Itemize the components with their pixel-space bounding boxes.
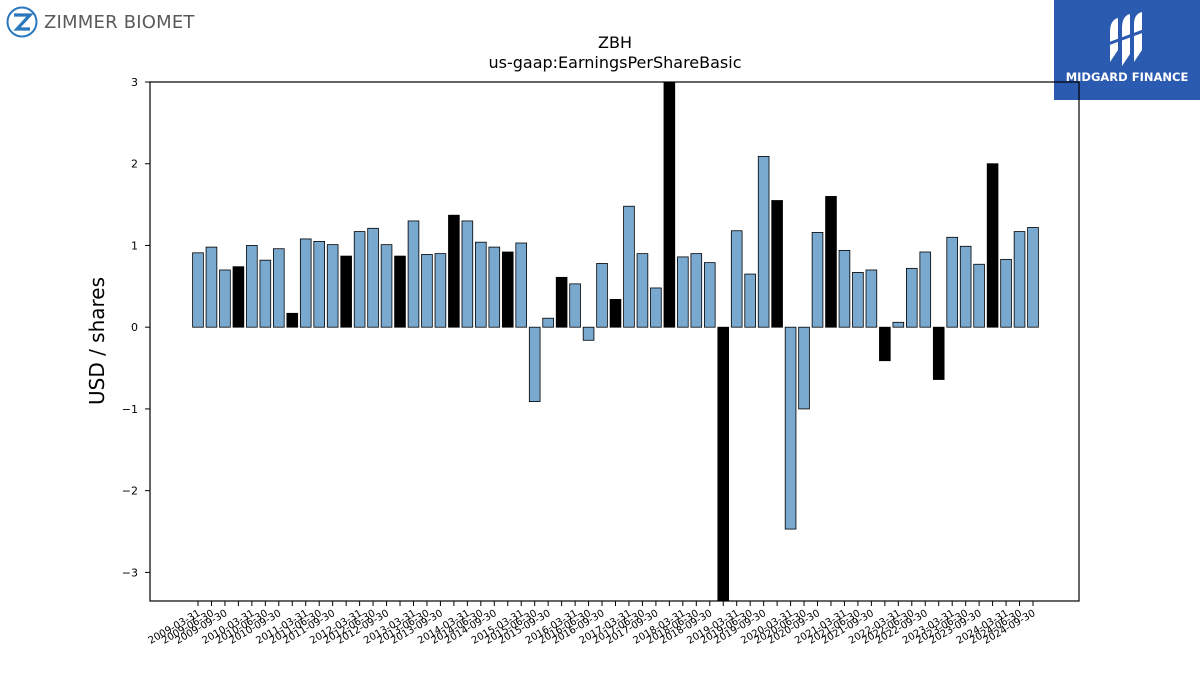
bar-2021-12-31: [879, 326, 891, 362]
zimmer-biomet-mark-icon: [6, 6, 38, 38]
y-tick-label: 2: [131, 158, 138, 171]
plot-frame: [149, 81, 1080, 602]
bar-2013-03-31: [407, 220, 420, 328]
bar-2022-12-31: [932, 326, 945, 380]
x-axis: 2009-03-312009-06-302009-09-302010-03-31…: [147, 601, 1038, 647]
y-tick-label: 1: [131, 239, 138, 252]
bars-group: [192, 81, 1039, 602]
zimmer-biomet-logo: ZIMMER BIOMET: [6, 6, 195, 38]
bar-2024-03-31: [1000, 258, 1012, 328]
y-tick-label: −2: [122, 485, 138, 498]
bar-2023-09-30: [973, 263, 985, 328]
bar-2010-06-30: [259, 259, 272, 328]
y-tick-label: 3: [131, 76, 138, 89]
bar-2019-06-30: [744, 273, 756, 328]
bar-2018-09-30: [703, 262, 716, 328]
bar-2020-06-30: [798, 326, 810, 410]
bar-2012-03-31: [353, 231, 366, 328]
bar-2013-12-31: [448, 214, 460, 328]
bar-2010-12-31: [286, 312, 299, 328]
zimmer-biomet-wordmark: ZIMMER BIOMET: [44, 11, 195, 33]
bar-2016-12-31: [609, 299, 622, 328]
bar-2020-03-31: [784, 326, 797, 530]
bar-2014-06-30: [475, 241, 487, 328]
bar-2018-12-31: [717, 326, 730, 602]
bar-2022-03-31: [892, 321, 905, 328]
bar-2020-12-31: [825, 196, 837, 328]
bar-2024-09-30: [1027, 227, 1039, 328]
bar-2009-09-30: [219, 269, 231, 328]
bar-2016-06-30: [582, 326, 595, 341]
chart-subtitle: us-gaap:EarningsPerShareBasic: [488, 53, 741, 72]
bar-2017-12-31: [663, 81, 676, 328]
bar-2013-06-30: [421, 254, 433, 328]
bar-2011-09-30: [326, 244, 339, 328]
midgard-finance-mark-icon: [1107, 12, 1147, 66]
bar-2011-12-31: [340, 255, 352, 328]
bar-2018-06-30: [690, 253, 703, 328]
y-axis-label: USD / shares: [85, 277, 109, 405]
bar-2011-03-31: [299, 238, 312, 328]
bar-2024-06-30: [1013, 231, 1026, 328]
bar-2012-06-30: [367, 227, 379, 328]
bar-2019-12-31: [771, 200, 783, 328]
bar-2009-12-31: [232, 266, 245, 328]
bar-2016-03-31: [569, 283, 581, 328]
y-tick-label: −1: [122, 403, 138, 416]
bar-2015-12-31: [555, 276, 568, 328]
bar-2023-12-31: [986, 163, 999, 328]
bar-2017-06-30: [636, 253, 649, 328]
midgard-finance-wordmark: MIDGARD FINANCE: [1065, 70, 1189, 84]
bar-2023-03-31: [946, 236, 958, 328]
bar-2009-03-31: [192, 252, 204, 328]
y-tick-label: 0: [131, 321, 138, 334]
bar-2013-09-30: [434, 253, 447, 328]
bar-2012-12-31: [394, 255, 406, 328]
bar-2010-03-31: [246, 245, 258, 328]
bar-2017-09-30: [650, 287, 662, 328]
bar-2023-06-30: [959, 245, 972, 328]
y-tick-label: −3: [122, 566, 138, 579]
bar-2017-03-31: [623, 205, 635, 328]
bar-2021-06-30: [852, 272, 864, 328]
bar-2021-09-30: [865, 269, 878, 328]
bar-2022-06-30: [906, 267, 918, 328]
bar-2016-09-30: [596, 263, 608, 328]
y-axis: 3 2 1 0 −1 −2 −3: [122, 76, 150, 579]
bar-2014-09-30: [488, 246, 501, 328]
bar-2019-09-30: [757, 155, 770, 328]
bar-2012-09-30: [380, 244, 393, 328]
bar-2020-09-30: [811, 231, 824, 328]
bar-2021-03-31: [838, 249, 851, 328]
bar-2015-03-31: [515, 242, 528, 328]
bar-2009-06-30: [205, 246, 218, 328]
bar-2011-06-30: [313, 240, 325, 328]
bar-2014-12-31: [501, 251, 514, 328]
bar-2015-09-30: [542, 317, 554, 328]
bar-2010-09-30: [273, 248, 285, 328]
bar-2014-03-31: [461, 220, 474, 328]
midgard-finance-logo: MIDGARD FINANCE: [1054, 0, 1200, 100]
bar-2018-03-31: [677, 256, 689, 328]
bar-2015-06-30: [528, 326, 541, 402]
bar-2019-03-31: [730, 230, 743, 328]
chart-title: ZBH: [598, 33, 632, 52]
bar-2022-09-30: [919, 251, 932, 328]
